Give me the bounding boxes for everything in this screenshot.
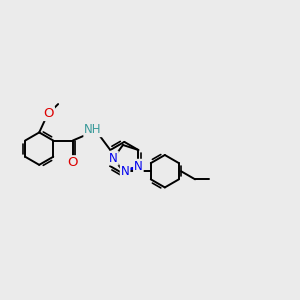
Text: O: O [68,156,78,169]
Text: NH: NH [84,123,102,136]
Text: O: O [44,107,54,120]
Text: N: N [134,160,143,173]
Text: N: N [121,165,130,178]
Text: N: N [109,152,118,165]
